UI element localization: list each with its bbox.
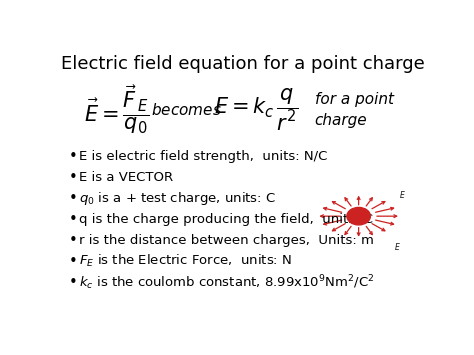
Text: Electric field equation for a point charge: Electric field equation for a point char…	[61, 55, 425, 73]
Text: E is electric field strength,  units: N/C: E is electric field strength, units: N/C	[80, 149, 328, 163]
Circle shape	[347, 207, 370, 225]
Text: •: •	[68, 233, 77, 248]
Text: $q_0$ is a + test charge, units: C: $q_0$ is a + test charge, units: C	[80, 190, 276, 207]
Text: •: •	[68, 148, 77, 164]
Text: $\mathit{becomes}$: $\mathit{becomes}$	[151, 102, 221, 118]
Text: $k_c$ is the coulomb constant, 8.99x10$^9$Nm$^2$/C$^2$: $k_c$ is the coulomb constant, 8.99x10$^…	[80, 273, 375, 292]
Text: •: •	[68, 191, 77, 206]
Text: •: •	[68, 212, 77, 227]
Text: •: •	[68, 170, 77, 185]
Text: for a point
charge: for a point charge	[315, 92, 393, 127]
Text: E: E	[395, 243, 400, 252]
Text: $E=k_c\,\dfrac{q}{r^2}$: $E=k_c\,\dfrac{q}{r^2}$	[214, 87, 298, 133]
Text: E is a VECTOR: E is a VECTOR	[80, 171, 173, 184]
Text: q is the charge producing the field,  units: C: q is the charge producing the field, uni…	[80, 213, 374, 226]
Text: E: E	[400, 191, 404, 200]
Text: •: •	[68, 275, 77, 290]
Text: $\vec{E}=\dfrac{\vec{F}_{\,E}}{q_0}$: $\vec{E}=\dfrac{\vec{F}_{\,E}}{q_0}$	[83, 83, 149, 136]
Text: •: •	[68, 254, 77, 269]
Text: $F_E$ is the Electric Force,  units: N: $F_E$ is the Electric Force, units: N	[80, 253, 292, 269]
Text: r is the distance between charges,  Units: m: r is the distance between charges, Units…	[80, 234, 374, 247]
